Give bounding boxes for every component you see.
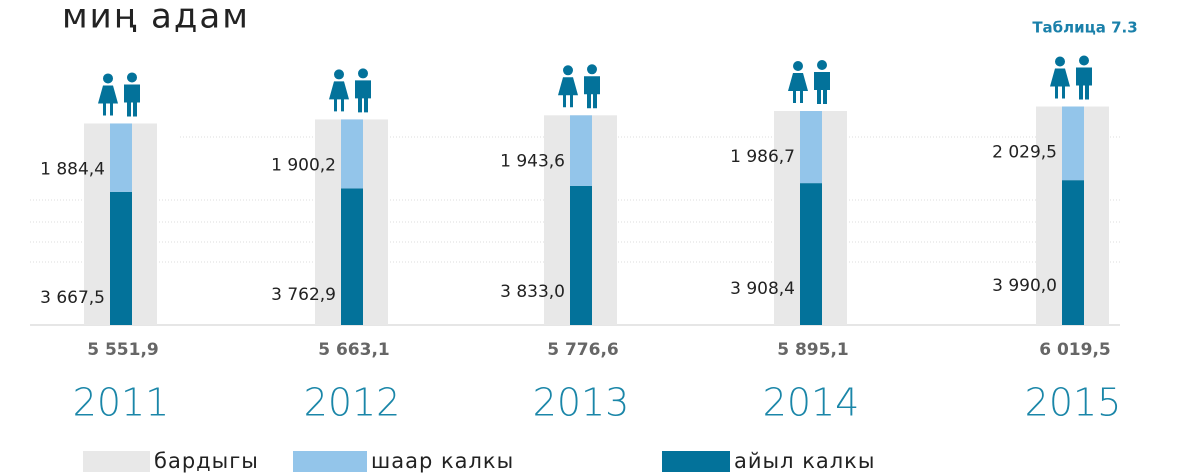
legend-label: шаар калкы [371,449,514,473]
icon-body [558,77,578,108]
rural-label: 3 908,4 [730,279,795,299]
icon-head [817,60,827,71]
total-label: 6 019,5 [1039,340,1111,360]
urban-label: 1 986,7 [730,147,795,167]
legend-label: бардыгы [154,449,259,473]
people-icon [329,68,371,113]
rural-bar [570,185,592,325]
icon-head [103,73,113,84]
icon-body [584,76,600,109]
urban-bar [800,111,822,184]
urban-bar [110,123,132,192]
legend-label: айыл калкы [734,449,875,473]
rural-label: 3 990,0 [992,276,1057,296]
urban-label: 1 900,2 [271,155,336,175]
total-label: 5 551,9 [87,340,159,360]
icon-body [1076,67,1092,100]
rural-bar [800,183,822,325]
urban-bar [341,119,363,189]
x-tick-label: 2013 [533,381,630,425]
icon-head [127,72,137,83]
legend-swatch [83,451,150,472]
rural-bar [341,188,363,325]
icon-body [355,80,371,113]
legend-swatch [662,451,730,472]
x-tick-label: 2015 [1025,381,1122,425]
urban-bar [1062,106,1084,181]
people-icon [558,64,600,109]
icon-head [793,61,803,72]
people-icon [1050,55,1092,100]
icon-body [1050,68,1070,99]
x-tick-label: 2011 [73,381,170,425]
icon-head [358,68,368,79]
urban-label: 1 884,4 [40,159,105,179]
table-label: Таблица 7.3 [1032,19,1137,37]
people-icon [788,60,830,105]
icon-body [788,73,808,104]
total-label: 5 663,1 [318,340,390,360]
urban-label: 1 943,6 [500,151,565,171]
total-label: 5 776,6 [547,340,619,360]
icon-head [563,65,573,76]
x-tick-label: 2012 [304,381,401,425]
people-icon [98,72,140,117]
icon-body [329,81,349,112]
icon-head [587,64,597,75]
icon-head [1055,56,1065,67]
total-label: 5 895,1 [777,340,849,360]
rural-bar [1062,180,1084,325]
rural-label: 3 762,9 [271,285,336,305]
icon-head [1079,55,1089,66]
rural-label: 3 667,5 [40,288,105,308]
urban-bar [570,115,592,186]
icon-body [124,84,140,117]
urban-label: 2 029,5 [992,142,1057,162]
icon-body [814,72,830,105]
chart-title: миң адам [62,0,250,37]
legend-swatch [293,451,367,472]
icon-head [334,69,344,80]
icon-body [98,85,118,116]
x-tick-label: 2014 [763,381,860,425]
rural-bar [110,191,132,325]
rural-label: 3 833,0 [500,282,565,302]
